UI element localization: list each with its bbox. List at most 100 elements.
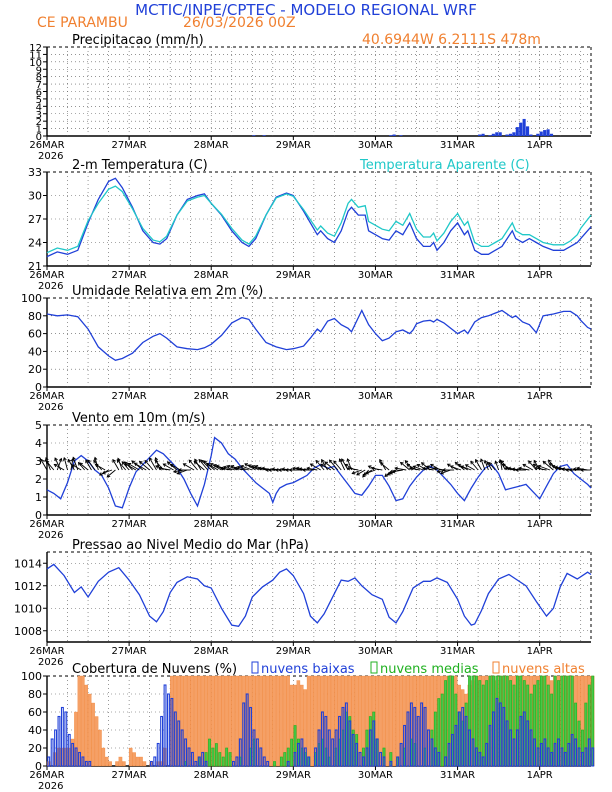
wind-arrowhead <box>429 463 434 468</box>
wind-arrowhead <box>479 458 484 463</box>
cloud-bar-baixas <box>502 706 506 767</box>
wind-vector <box>465 464 475 471</box>
cloud-bar-altas <box>221 675 225 767</box>
cloud-bar-baixas <box>259 747 263 767</box>
precip-bar <box>495 132 499 136</box>
wind-arrowhead <box>226 464 231 469</box>
cloud-bar-baixas <box>485 742 489 767</box>
wind-vector <box>201 459 212 471</box>
wind-arrowhead <box>54 457 58 462</box>
cloud-bar-baixas <box>474 747 478 767</box>
wind-arrowhead <box>169 463 174 468</box>
cloud-bar-baixas <box>553 742 557 767</box>
wind-arrowhead <box>328 459 333 464</box>
cloud-bar-medias <box>218 752 222 767</box>
legend-swatch-2 <box>370 661 378 674</box>
x-tick-label: 30MAR <box>358 140 393 151</box>
y-tick-label: 10 <box>29 58 42 69</box>
wind-vector <box>63 457 68 471</box>
wind-arrowhead <box>551 464 556 469</box>
cloud-bar-baixas <box>286 760 290 767</box>
wind-vector <box>112 459 120 471</box>
cloud-bar-baixas <box>406 711 410 767</box>
cloud-bar-altas <box>135 756 140 767</box>
wind-arrowhead <box>162 463 167 467</box>
y-tick-label: 1012 <box>14 580 42 593</box>
cloud-bar-baixas <box>543 738 547 767</box>
cloud-bar-baixas <box>382 756 386 767</box>
cloud-bar-altas <box>132 752 136 767</box>
x-tick-label: 26MAR <box>29 519 64 530</box>
y-tick-label: 20 <box>28 363 42 376</box>
cloud-bar-altas <box>122 761 126 767</box>
cloud-bar-medias <box>221 756 225 767</box>
wind-arrowhead <box>534 466 538 471</box>
wind-arrowhead <box>408 466 413 471</box>
wind-arrowhead <box>144 459 149 464</box>
cloud-bar-baixas <box>478 751 482 767</box>
wind-arrowhead <box>219 466 224 471</box>
cloud-bar-baixas <box>71 742 75 767</box>
cloud-bar-baixas <box>358 751 362 767</box>
x-tick-label: 26MAR <box>29 646 64 657</box>
wind-vector <box>484 460 489 471</box>
wind-vector <box>461 465 472 471</box>
wind-vector <box>380 462 390 471</box>
legend-label-3: nuvens altas <box>502 662 585 677</box>
cloud-bar-medias <box>273 761 276 767</box>
wind-arrowhead <box>426 465 430 469</box>
x-tick-label: 26MAR <box>29 391 64 402</box>
cloud-bar-baixas <box>67 733 71 767</box>
wind-vector <box>347 467 359 471</box>
cloud-bar-baixas <box>536 747 540 767</box>
cloud-bar-altas <box>98 729 102 767</box>
wind-arrowhead <box>356 471 360 476</box>
cloud-bar-baixas <box>153 756 157 767</box>
cloud-bar-medias <box>481 684 485 767</box>
wind-arrowhead <box>528 460 532 464</box>
y-tick-label: 80 <box>28 688 42 701</box>
y-tick-label: 0 <box>35 760 42 773</box>
wind-arrowhead <box>106 473 111 478</box>
cloud-bar-baixas <box>324 715 328 767</box>
cloud-bar-baixas <box>149 760 153 767</box>
cloud-bar-baixas <box>587 738 591 767</box>
wind-vector <box>248 464 260 471</box>
cloud-bar-altas <box>265 675 270 767</box>
cloud-bar-baixas <box>262 756 266 767</box>
cloud-bar-baixas <box>522 711 526 767</box>
wind-arrowhead <box>295 466 300 471</box>
y-tick-label: 20 <box>28 742 42 755</box>
wind-vector <box>131 460 144 471</box>
cloud-bar-altas <box>272 675 277 767</box>
wind-vector <box>392 469 403 473</box>
wind-arrowhead <box>93 459 97 464</box>
wind-vector <box>321 459 328 471</box>
wind-arrowhead <box>158 466 163 471</box>
x-year-label: 2026 <box>38 402 63 413</box>
wind-arrowhead <box>154 459 159 464</box>
wind-arrowhead <box>457 463 462 468</box>
panel-3: 0 20 40 60 80 100 26MAR 27MAR 28MAR 29MAR 30MAR 31M… <box>21 284 592 413</box>
y-tick-label: 4 <box>36 102 42 113</box>
wind-vector <box>220 467 232 471</box>
wind-arrowhead <box>386 471 391 476</box>
x-year-label: 2026 <box>38 151 63 162</box>
y-tick-label: 3 <box>36 110 42 121</box>
cloud-bar-baixas <box>297 742 300 767</box>
cloud-bar-baixas <box>420 702 424 767</box>
legend-label-2: nuvens medias <box>380 662 479 677</box>
legend-swatch-1 <box>251 661 259 674</box>
cloud-bar-altas <box>197 675 201 767</box>
wind-vector <box>193 461 205 471</box>
precip-bar <box>522 118 526 136</box>
wind-arrowhead <box>291 466 296 471</box>
cloud-bar-altas <box>105 756 109 767</box>
x-tick-label: 28MAR <box>194 140 229 151</box>
wind-arrowhead <box>504 466 509 471</box>
cloud-bar-medias <box>279 756 283 767</box>
x-tick-label: 29MAR <box>276 391 311 402</box>
wind-vector <box>329 459 339 471</box>
cloud-bar-baixas <box>78 751 81 767</box>
cloud-bar-baixas <box>533 738 537 767</box>
